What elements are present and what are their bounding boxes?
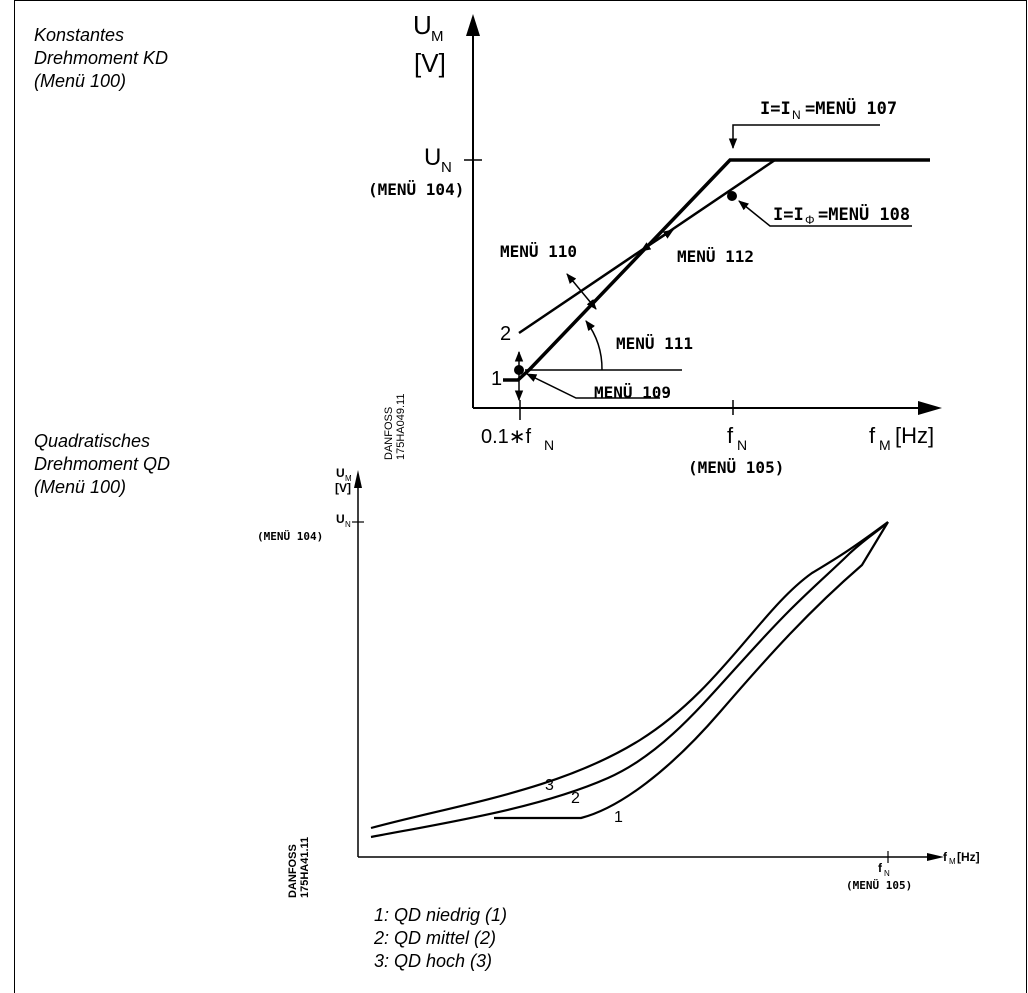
figure-frame xyxy=(14,0,1027,993)
kd-code-line2: 175HA049.11 xyxy=(395,394,407,460)
qd-un-label-sub: N xyxy=(345,520,351,529)
qd-curve-2-label: 2 xyxy=(571,790,580,807)
qd-curve-1-label: 1 xyxy=(614,809,623,826)
kd-y-axis-unit: [V] xyxy=(414,48,446,78)
kd-menu111-label: MENÜ 111 xyxy=(616,334,693,353)
kd-chart xyxy=(464,14,942,420)
kd-i-phi-label: I=I xyxy=(773,205,804,225)
kd-menu105-label: (MENÜ 105) xyxy=(688,458,784,477)
qd-curve-1 xyxy=(494,521,889,820)
kd-title-line2: Drehmoment KD xyxy=(34,48,169,68)
qd-fn-label: f xyxy=(878,861,883,875)
kd-menu110-label: MENÜ 110 xyxy=(500,242,577,261)
qd-y-axis-unit: [V] xyxy=(335,481,351,495)
kd-dot-phi xyxy=(727,191,737,201)
qd-code-line1: DANFOSS xyxy=(287,844,299,898)
kd-y-axis-label-sub: M xyxy=(431,28,444,45)
qd-menu104-label: (MENÜ 104) xyxy=(257,529,323,543)
kd-menu104-label: (MENÜ 104) xyxy=(368,180,464,199)
kd-i-in-label: I=I xyxy=(760,99,791,119)
kd-x-tick-01fn-sub: N xyxy=(544,437,554,453)
kd-un-label-sub: N xyxy=(441,159,452,176)
kd-un-label: U xyxy=(424,144,441,171)
qd-code-line2: 175HA41.11 xyxy=(299,837,311,898)
qd-title-line1: Quadratisches xyxy=(34,431,151,451)
kd-i-in-sub: N xyxy=(792,108,801,122)
kd-i-phi-sub: Φ xyxy=(805,213,815,227)
kd-iphi-pointer xyxy=(738,200,912,227)
kd-title-line1: Konstantes xyxy=(34,25,125,45)
qd-section-title: Quadratisches Drehmoment QD (Menü 100) xyxy=(34,430,170,499)
kd-menu111-arc xyxy=(585,320,603,371)
qd-x-axis-label: f xyxy=(943,850,948,864)
kd-curve-1 xyxy=(503,158,930,382)
qd-x-axis-unit: [Hz] xyxy=(957,850,980,864)
kd-x-axis-unit: [Hz] xyxy=(895,423,934,448)
kd-x-axis-label: f xyxy=(869,423,876,448)
kd-in-pointer xyxy=(728,124,880,150)
kd-y-axis-label: U xyxy=(413,10,432,40)
qd-menu105-label: (MENÜ 105) xyxy=(846,878,912,892)
kd-x-axis-label-sub: M xyxy=(879,437,891,453)
legend-item-3: 3: QD hoch (3) xyxy=(374,951,493,971)
kd-x-tick-01fn-label: 0.1∗f xyxy=(481,426,532,448)
qd-x-axis-label-sub: M xyxy=(949,857,956,866)
kd-code-line1: DANFOSS xyxy=(383,407,395,460)
kd-menu109-pointer xyxy=(526,373,660,399)
qd-title-line3: (Menü 100) xyxy=(34,477,127,497)
kd-curve-1-label: 1 xyxy=(491,368,502,390)
kd-menu112-label: MENÜ 112 xyxy=(677,247,754,266)
kd-menu112-arrow xyxy=(640,229,674,252)
kd-menu109-label: MENÜ 109 xyxy=(594,383,671,402)
qd-legend: 1: QD niedrig (1) 2: QD mittel (2) 3: QD… xyxy=(374,904,507,973)
qd-fn-label-sub: N xyxy=(884,869,890,878)
qd-title-line2: Drehmoment QD xyxy=(34,454,171,474)
legend-item-2: 2: QD mittel (2) xyxy=(374,928,497,948)
kd-x-tick-fn-sub: N xyxy=(737,437,747,453)
kd-menu110-arrow xyxy=(566,273,597,310)
qd-curve-3 xyxy=(370,521,889,830)
qd-curve-2 xyxy=(370,521,889,839)
legend-item-1: 1: QD niedrig (1) xyxy=(374,905,508,925)
qd-y-axis-label: U xyxy=(336,466,345,480)
kd-i-in-value: =MENÜ 107 xyxy=(805,97,897,119)
qd-un-label: U xyxy=(336,512,345,526)
qd-chart xyxy=(352,470,944,863)
kd-x-tick-fn-label: f xyxy=(727,423,734,448)
qd-labels: U M [V] U N (MENÜ 104) 3 2 1 f M [Hz] f … xyxy=(257,466,980,898)
qd-curve-3-label: 3 xyxy=(545,777,554,794)
kd-curve-2-label: 2 xyxy=(500,323,511,345)
kd-section-title: Konstantes Drehmoment KD (Menü 100) xyxy=(34,24,168,93)
qd-y-axis-label-sub: M xyxy=(345,474,352,483)
kd-labels: U M [V] U N (MENÜ 104) I=I N =MENÜ 107 I… xyxy=(368,10,934,477)
kd-title-line3: (Menü 100) xyxy=(34,71,127,91)
kd-i-phi-value: =MENÜ 108 xyxy=(818,203,910,225)
